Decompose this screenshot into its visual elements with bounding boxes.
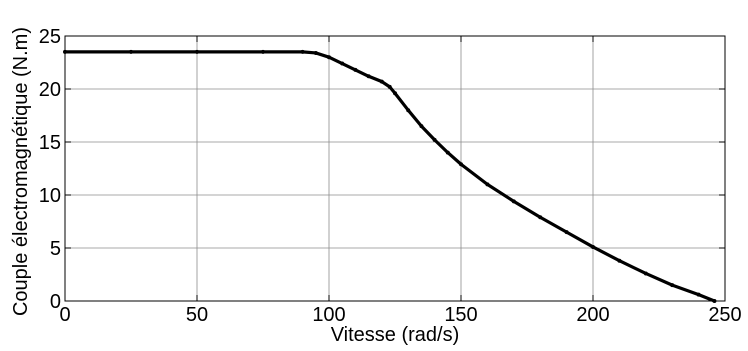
data-point — [712, 299, 717, 303]
data-point — [300, 49, 305, 54]
data-point — [261, 49, 265, 54]
x-tick-label: 100 — [312, 304, 345, 326]
x-tick-label: 0 — [59, 304, 70, 326]
data-point — [643, 271, 648, 276]
data-point — [696, 292, 701, 297]
y-tick-label: 25 — [39, 26, 61, 48]
ticks: 0 50 100 150 200 250 0 5 10 15 20 25 — [39, 26, 742, 326]
series — [63, 49, 717, 303]
data-point — [129, 49, 133, 54]
data-point — [379, 79, 384, 84]
data-point — [406, 108, 411, 113]
x-tick-label: 50 — [186, 304, 208, 326]
data-point — [419, 124, 424, 129]
y-tick-label: 20 — [39, 79, 61, 101]
data-point — [511, 199, 516, 204]
data-point — [327, 55, 331, 60]
data-point — [670, 283, 675, 288]
data-point — [387, 84, 392, 89]
data-point — [459, 162, 463, 167]
data-point — [393, 91, 397, 96]
data-point — [445, 150, 450, 155]
x-tick-label: 200 — [576, 304, 609, 326]
data-point — [313, 50, 318, 55]
y-axis-label: Couple électromagnétique (N.m) — [10, 27, 32, 316]
data-point — [63, 49, 67, 54]
data-point — [195, 49, 199, 54]
data-point — [485, 182, 490, 187]
y-tick-label: 5 — [50, 238, 61, 260]
data-point — [538, 215, 543, 220]
data-point — [432, 137, 437, 142]
grid — [64, 35, 726, 302]
x-tick-label: 250 — [708, 304, 741, 326]
x-tick-label: 150 — [444, 304, 477, 326]
plot-frame — [64, 35, 726, 302]
data-point — [353, 67, 358, 72]
y-tick-label: 0 — [50, 291, 61, 313]
data-point — [617, 258, 622, 263]
data-point — [340, 61, 345, 66]
data-point — [366, 74, 371, 79]
series-line — [63, 50, 717, 303]
data-point — [564, 230, 569, 235]
y-tick-label: 10 — [39, 185, 61, 207]
x-axis-label: Vitesse (rad/s) — [331, 324, 460, 346]
y-tick-label: 15 — [39, 132, 61, 154]
data-point — [591, 244, 595, 249]
